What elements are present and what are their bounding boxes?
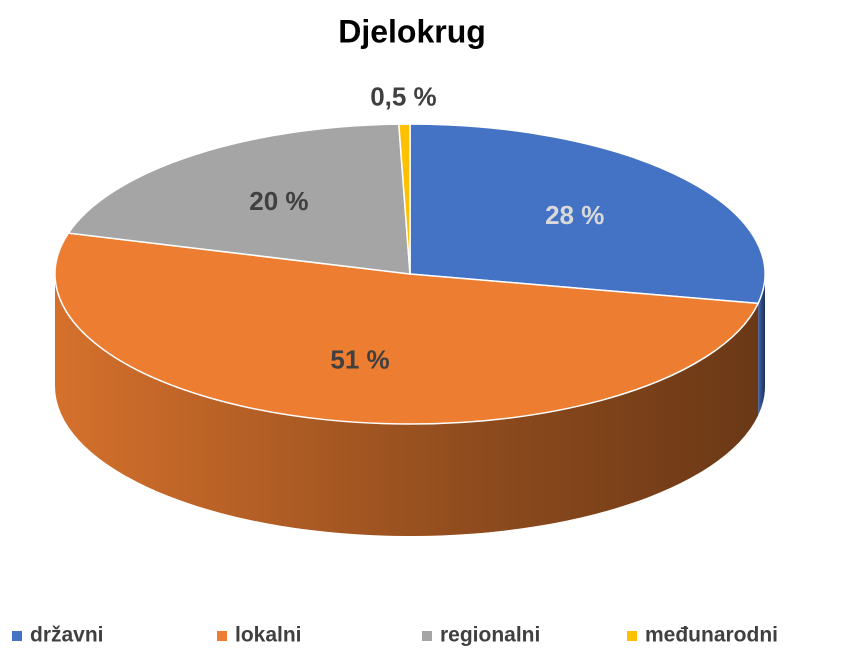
data-label: 0,5 %: [370, 81, 437, 111]
chart-title: Djelokrug: [338, 13, 486, 49]
legend-swatch: [12, 631, 22, 641]
legend-label: međunarodni: [645, 624, 778, 647]
legend-swatch: [422, 631, 432, 641]
legend-swatch: [217, 631, 227, 641]
slice-side-shade: [55, 274, 759, 536]
legend-label: državni: [30, 624, 104, 647]
slice: [397, 123, 411, 275]
legend-label: lokalni: [235, 624, 302, 647]
legend-swatch: [627, 631, 637, 641]
data-label: 28 %: [545, 200, 604, 230]
slice: [54, 232, 760, 425]
slice-side-shade: [758, 274, 765, 416]
slice: [409, 123, 766, 305]
data-label: 51 %: [330, 344, 389, 374]
legend-label: regionalni: [440, 624, 540, 647]
slice: [67, 123, 411, 275]
data-label: 20 %: [249, 186, 308, 216]
